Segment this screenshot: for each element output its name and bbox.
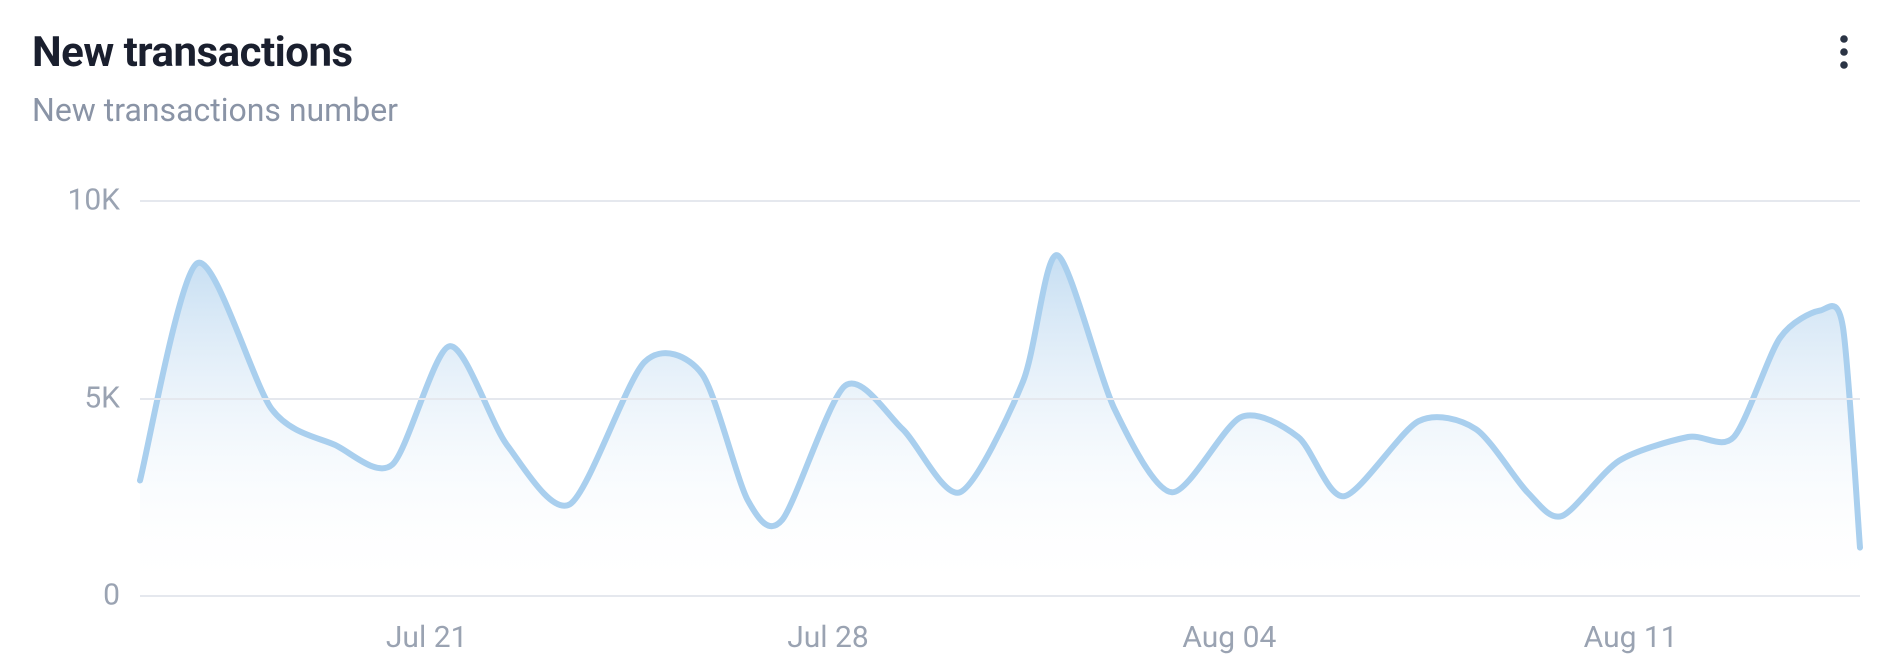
y-tick-label: 5K [84,380,120,415]
x-tick-label: Jul 21 [386,620,468,655]
y-tick-label: 10K [67,183,120,218]
x-tick-label: Jul 28 [787,620,869,655]
x-tick-label: Aug 11 [1584,620,1678,655]
transactions-chart-card: New transactions New transactions number… [0,0,1892,672]
area-fill [140,255,1860,595]
y-tick-label: 0 [103,578,120,613]
chart-area: 05K10K Jul 21Jul 28Aug 04Aug 11 [0,0,1892,672]
plot-region [140,200,1860,595]
gridline [140,398,1860,400]
x-tick-label: Aug 04 [1182,620,1276,655]
gridline [140,595,1860,597]
gridline [140,200,1860,202]
y-axis: 05K10K [0,200,120,595]
